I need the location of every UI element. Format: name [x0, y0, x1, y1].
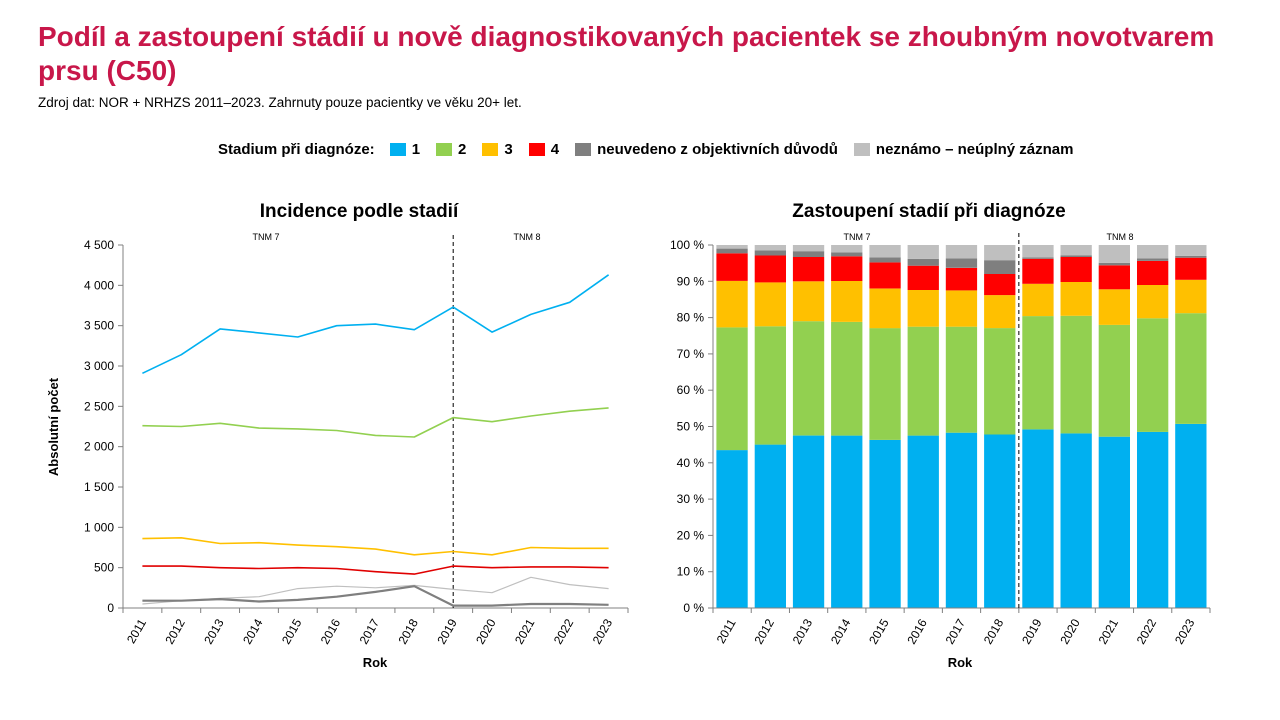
x-tick-label: 2014 [240, 616, 266, 646]
x-tick-label: 2020 [473, 616, 499, 646]
legend-label: 3 [504, 140, 513, 158]
series-line [142, 565, 609, 575]
series-line [142, 536, 609, 556]
legend-title: Stadium při diagnóze: [218, 140, 375, 158]
legend-swatch [436, 142, 453, 156]
y-tick-label: 3 000 [84, 359, 114, 373]
line-x-axis-label: Rok [363, 655, 388, 670]
y-tick-label: 1 500 [84, 480, 114, 494]
x-tick-label: 2016 [318, 616, 344, 646]
y-tick-label: 1 000 [84, 520, 114, 534]
tnm8-label: TNM 8 [514, 232, 541, 242]
x-tick-label: 2018 [395, 616, 421, 646]
y-tick-label: 3 500 [84, 319, 114, 333]
x-tick-label: 2019 [434, 616, 460, 646]
x-tick-label: 2011 [124, 616, 149, 646]
line-y-axis-label: Absolutní počet [46, 377, 61, 476]
legend-item-stage-1: 1 [389, 140, 421, 158]
x-tick-label: 2021 [512, 616, 538, 646]
series-line [142, 585, 609, 607]
series-line [142, 274, 610, 375]
y-tick-label: 2 500 [84, 399, 114, 413]
x-tick-label: 2017 [357, 616, 383, 646]
chart-legend: Stadium při diagnóze: 1 2 3 4 neuvedeno … [218, 139, 1089, 159]
y-tick-label: 0 [107, 601, 114, 615]
x-tick-label: 2012 [162, 616, 188, 646]
data-source-note: Zdroj dat: NOR + NRHZS 2011–2023. Zahrnu… [38, 95, 522, 110]
legend-item-stage-4: 4 [528, 140, 560, 158]
y-tick-label: 4 500 [84, 238, 114, 252]
y-tick-label: 4 000 [84, 278, 114, 292]
legend-item-unknown: neznámo – neúplný záznam [853, 140, 1074, 158]
legend-item-stage-3: 3 [482, 140, 513, 158]
legend-swatch [389, 142, 406, 156]
x-tick-label: 2015 [279, 616, 305, 646]
y-tick-label: 500 [94, 561, 114, 575]
x-tick-label: 2023 [590, 616, 616, 646]
x-tick-label: 2013 [201, 616, 227, 646]
x-tick-label: 2022 [551, 616, 577, 646]
line-chart-title: Incidence podle stadií [260, 201, 459, 222]
tnm7-label: TNM 7 [253, 232, 280, 242]
legend-label: neuvedeno z objektivních důvodů [597, 140, 838, 158]
y-tick-label: 2 000 [84, 440, 114, 454]
legend-swatch [575, 142, 592, 156]
legend-label: 2 [458, 140, 467, 158]
page-title: Podíl a zastoupení stádií u nově diagnos… [38, 21, 1215, 86]
legend-swatch [853, 142, 870, 156]
legend-item-not-stated: neuvedeno z objektivních důvodů [575, 141, 838, 158]
legend-label: 1 [411, 140, 421, 158]
legend-swatch [528, 142, 545, 156]
series-line [142, 407, 609, 438]
legend-label: neznámo – neúplný záznam [875, 140, 1074, 158]
legend-label: 4 [550, 140, 560, 158]
legend-item-stage-2: 2 [436, 141, 466, 158]
legend-swatch [482, 142, 499, 156]
